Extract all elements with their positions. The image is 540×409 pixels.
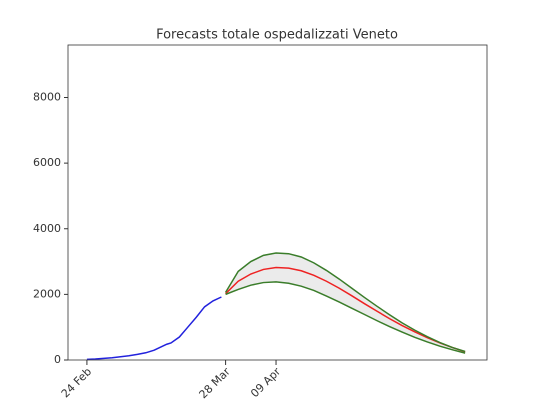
- plot-frame: [67, 44, 488, 361]
- y-tick-label: 4000: [33, 222, 61, 235]
- line: [225, 281, 466, 354]
- y-tick-label: 6000: [33, 156, 61, 169]
- line: [225, 266, 466, 353]
- y-tick-label: 8000: [33, 91, 61, 104]
- line: [224, 252, 466, 353]
- line: [86, 296, 222, 361]
- x-tick-label: 24 Feb: [59, 365, 94, 400]
- x-tick-label: 09 Apr: [248, 365, 283, 400]
- y-tick-label: 0: [54, 353, 61, 366]
- y-tick-label: 2000: [33, 287, 61, 300]
- band-fill: [225, 253, 466, 354]
- x-tick-label: 28 Mar: [197, 365, 234, 402]
- chart-title: Forecasts totale ospedalizzati Veneto: [156, 28, 398, 43]
